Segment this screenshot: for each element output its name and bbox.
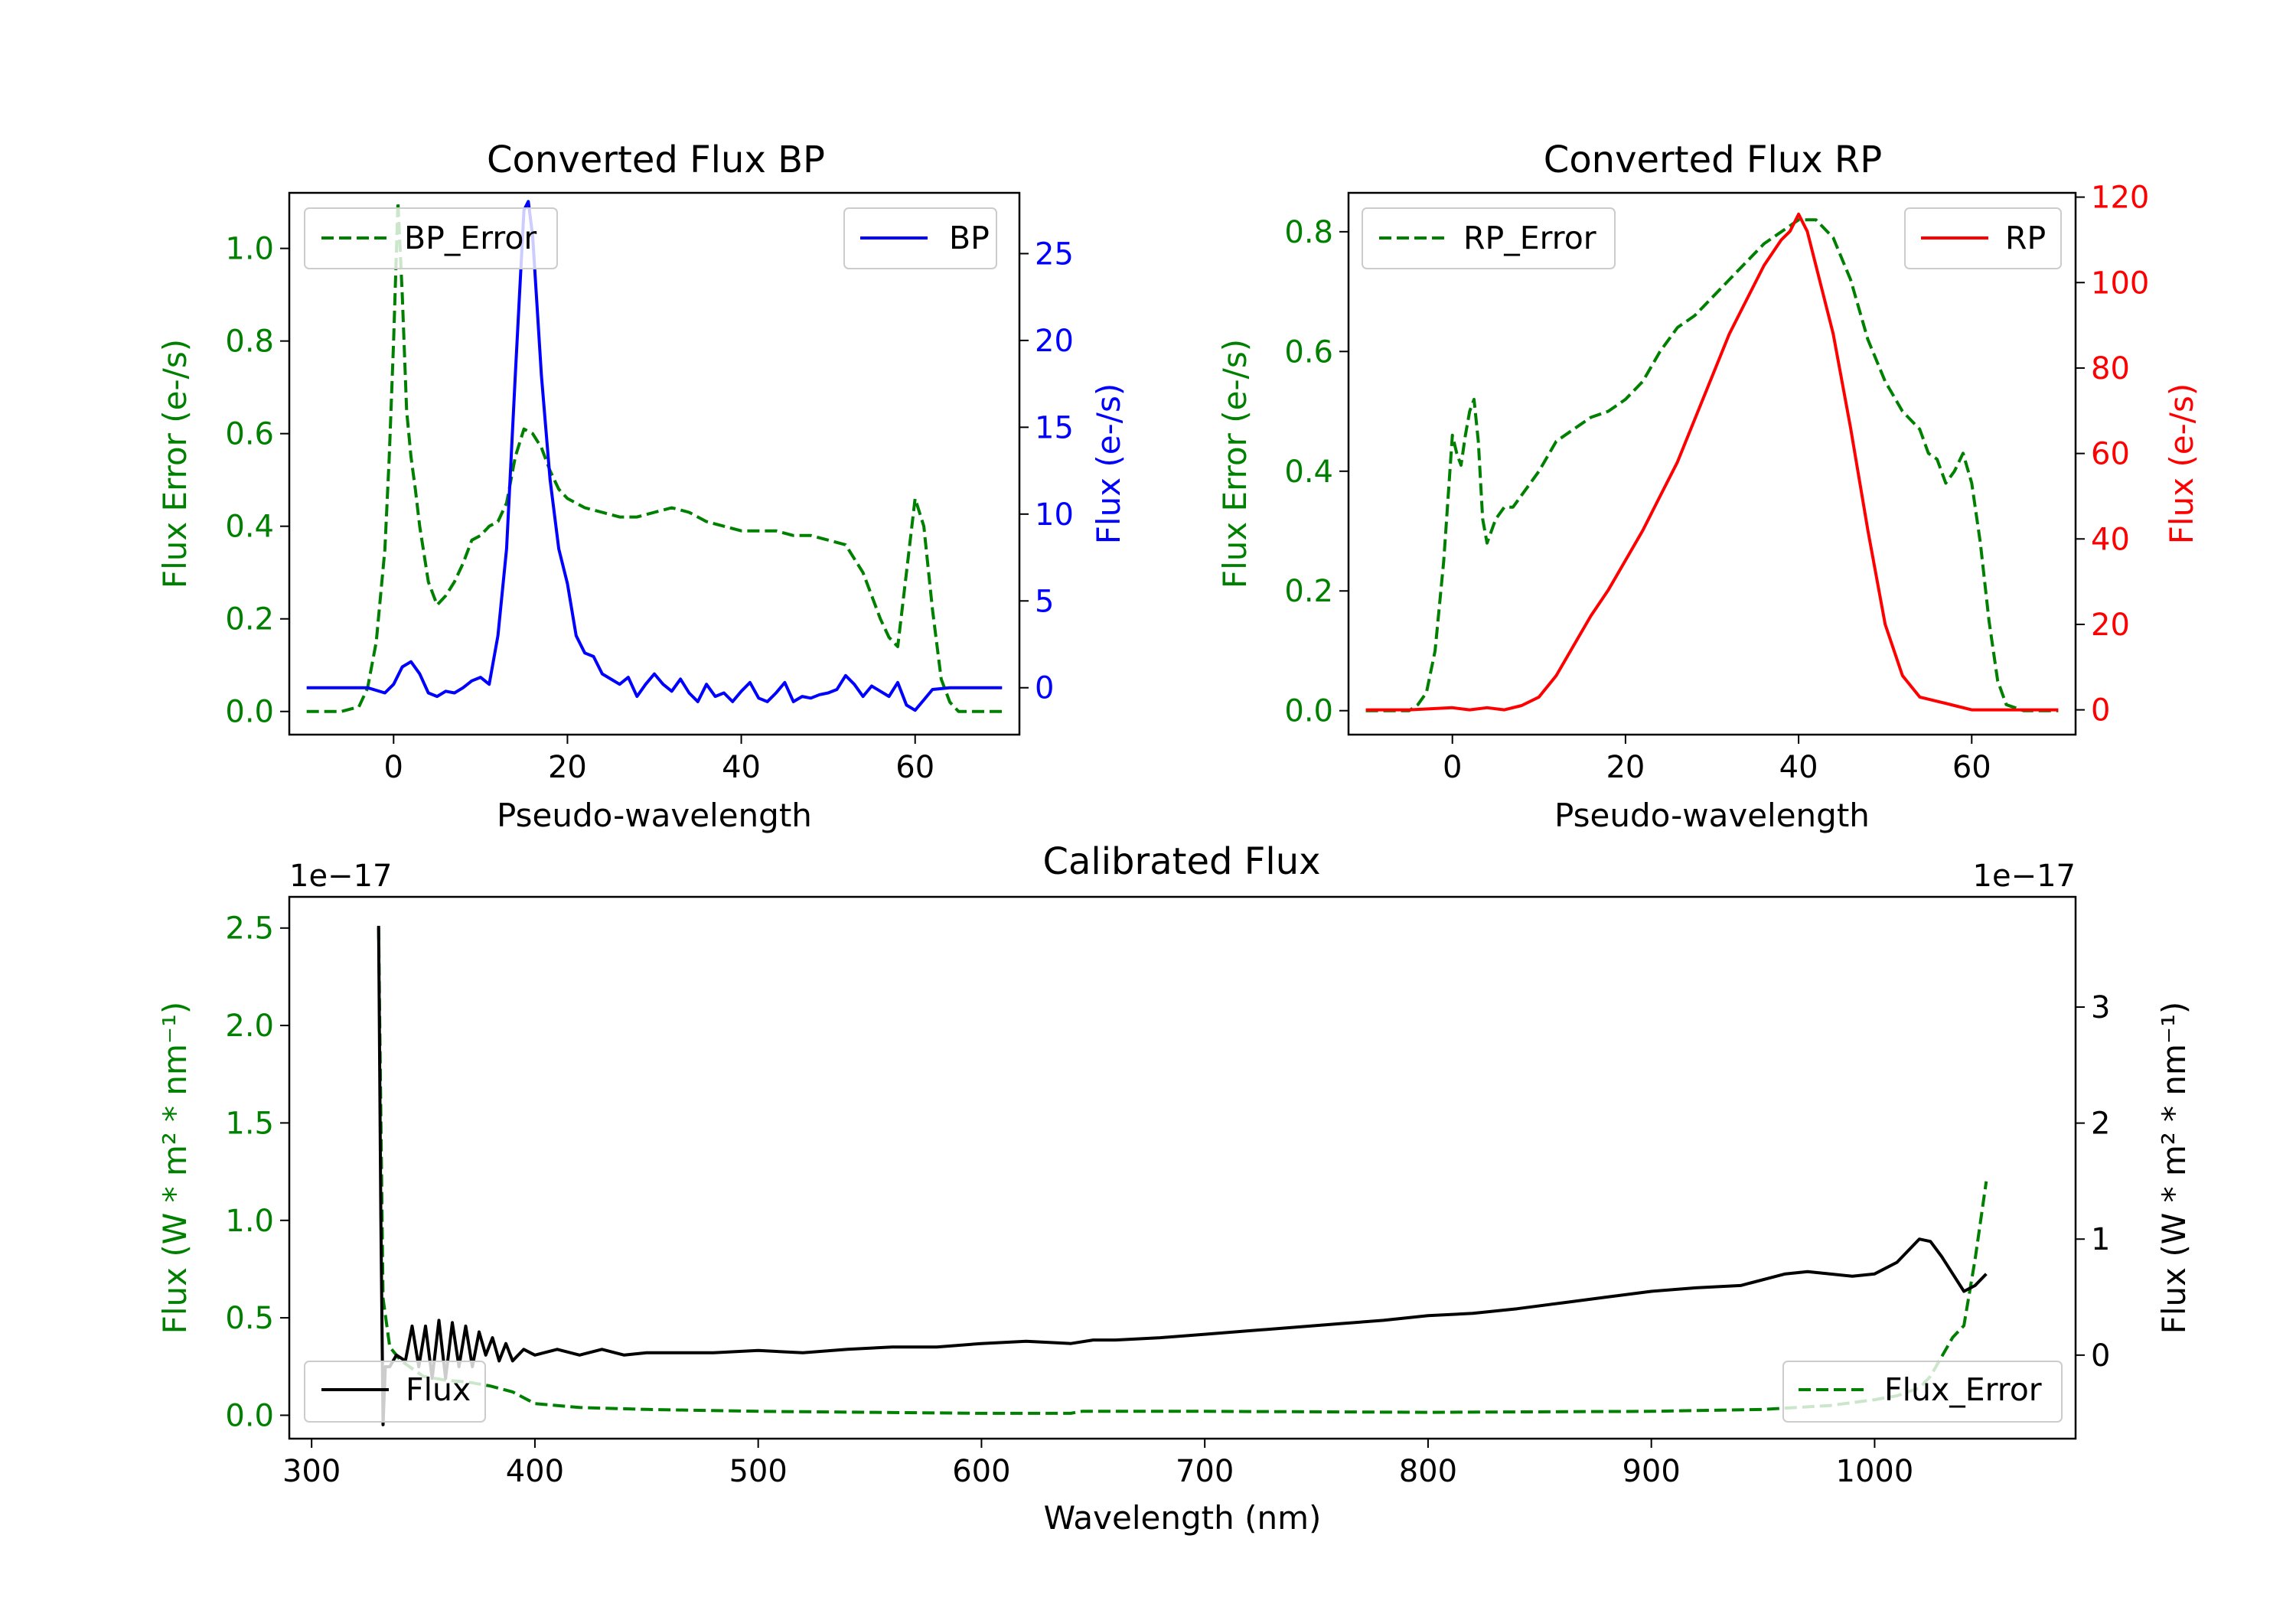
bp-ytick-left-label: 0.6 [225,417,274,452]
rp-legend-error: RP_Error [1362,207,1616,269]
rp-legend-flux: RP [1904,207,2062,269]
bp-legend-error: BP_Error [304,207,558,269]
cal-ytick-left-label: 2.5 [225,911,274,947]
rp-ytick-right-label: 40 [2091,522,2130,557]
rp-ytick-right-label: 120 [2091,181,2149,216]
bp-ytick-left-label: 0.8 [225,324,274,360]
cal-legend-error-label: Flux_Error [1884,1371,2042,1408]
bp-ytick-right-label: 15 [1035,410,1074,445]
rp-ytick-left-label: 0.2 [1284,574,1333,609]
bp-series-bp-error [306,200,1003,713]
bp-ytick-right-label: 0 [1035,671,1054,706]
cal-legend-error: Flux_Error [1782,1361,2063,1423]
rp-ytick-right-label: 0 [2091,693,2110,729]
rp-series-rp-error [1365,218,2059,712]
rp-ytick-left-label: 0.6 [1284,334,1333,370]
cal-ytick-right-label: 1 [2091,1222,2110,1257]
cal-ytick-right-label: 0 [2091,1338,2110,1374]
cal-offset-left: 1e−17 [289,859,392,894]
bp-ytick-right-label: 20 [1035,324,1074,359]
cal-xtick-label: 400 [506,1454,564,1489]
cal-ytick-left-label: 0.5 [225,1301,274,1336]
bp-legend-flux-label: BP [949,220,990,256]
cal-ylabel-left: Flux (W * m² * nm⁻¹) [156,1002,194,1335]
rp-ytick-left-label: 0.4 [1284,455,1333,490]
bp-ylabel-left: Flux Error (e-/s) [156,339,194,588]
bp-xtick-label: 0 [384,750,403,785]
rp-ytick-right-label: 100 [2091,266,2149,301]
cal-ylabel-right: Flux (W * m² * nm⁻¹) [2155,1002,2193,1335]
cal-ytick-left-label: 2.0 [225,1009,274,1044]
rp-axes-frame [1347,191,2077,736]
bp-ytick-right-label: 25 [1035,236,1074,272]
rp-ytick-left-label: 0.0 [1284,694,1333,729]
bp-ytick-left-label: 0.4 [225,510,274,545]
cal-title: Calibrated Flux [1042,840,1320,883]
rp-xtick-label: 60 [1952,750,1991,785]
bp-ytick-left-label: 1.0 [225,232,274,267]
cal-axes-frame [288,895,2077,1440]
bp-ytick-left-label: 0.2 [225,602,274,637]
rp-xtick-label: 40 [1779,750,1818,785]
bp-xtick-label: 60 [895,750,934,785]
rp-xlabel: Pseudo-wavelength [1554,797,1870,834]
rp-legend-flux-label: RP [2005,220,2046,256]
cal-legend-flux-label: Flux [406,1371,471,1408]
bp-ytick-right-label: 5 [1035,584,1054,619]
rp-ylabel-right: Flux (e-/s) [2163,383,2200,544]
rp-legend-error-label: RP_Error [1463,220,1596,256]
cal-xtick-label: 500 [729,1454,787,1489]
rp-plot-area: 0 20 40 60 0.0 0.2 0.4 0.6 0.8 0 20 40 60 80 100 120 Pse… [1216,181,2200,834]
bp-title: Converted Flux BP [487,139,825,181]
rp-xtick-label: 20 [1606,750,1645,785]
bp-ylabel-right: Flux (e-/s) [1090,383,1127,544]
rp-ytick-right-label: 60 [2091,437,2130,472]
bp-plot-area: 0 20 40 60 0.0 0.2 0.4 0.6 0.8 1.0 0 5 10 15 20 25 Pseud… [156,191,1127,834]
cal-xtick-label: 300 [282,1454,341,1489]
rp-ylabel-left: Flux Error (e-/s) [1216,339,1254,588]
bp-xtick-label: 20 [548,750,587,785]
cal-series-flux [377,925,1988,1426]
rp-title: Converted Flux RP [1544,139,1882,181]
cal-xtick-label: 700 [1176,1454,1234,1489]
cal-xtick-label: 600 [952,1454,1010,1489]
cal-legend-flux: Flux [304,1361,486,1423]
bp-ytick-left-label: 0.0 [225,695,274,730]
rp-ytick-right-label: 20 [2091,608,2130,643]
bp-axes-frame [288,191,1021,736]
cal-xlabel: Wavelength (nm) [1044,1499,1322,1537]
rp-ytick-left-label: 0.8 [1284,215,1333,250]
cal-ytick-left-label: 1.0 [225,1204,274,1239]
cal-offset-right: 1e−17 [1973,859,2076,894]
cal-xtick-label: 1000 [1836,1454,1914,1489]
cal-ytick-left-label: 1.5 [225,1106,274,1141]
bp-ytick-right-label: 10 [1035,497,1074,533]
cal-xtick-label: 800 [1399,1454,1457,1489]
rp-xtick-label: 0 [1443,750,1462,785]
bp-xtick-label: 40 [722,750,761,785]
rp-ytick-right-label: 80 [2091,351,2130,386]
cal-xtick-label: 900 [1622,1454,1680,1489]
cal-ytick-left-label: 0.0 [225,1398,274,1433]
cal-ytick-right-label: 3 [2091,990,2110,1025]
bp-legend-error-label: BP_Error [404,220,536,256]
bp-series-bp [306,200,1003,712]
bp-xlabel: Pseudo-wavelength [497,797,812,834]
bp-legend-flux: BP [843,207,997,269]
cal-ytick-right-label: 2 [2091,1107,2110,1142]
rp-series-rp [1365,212,2059,712]
